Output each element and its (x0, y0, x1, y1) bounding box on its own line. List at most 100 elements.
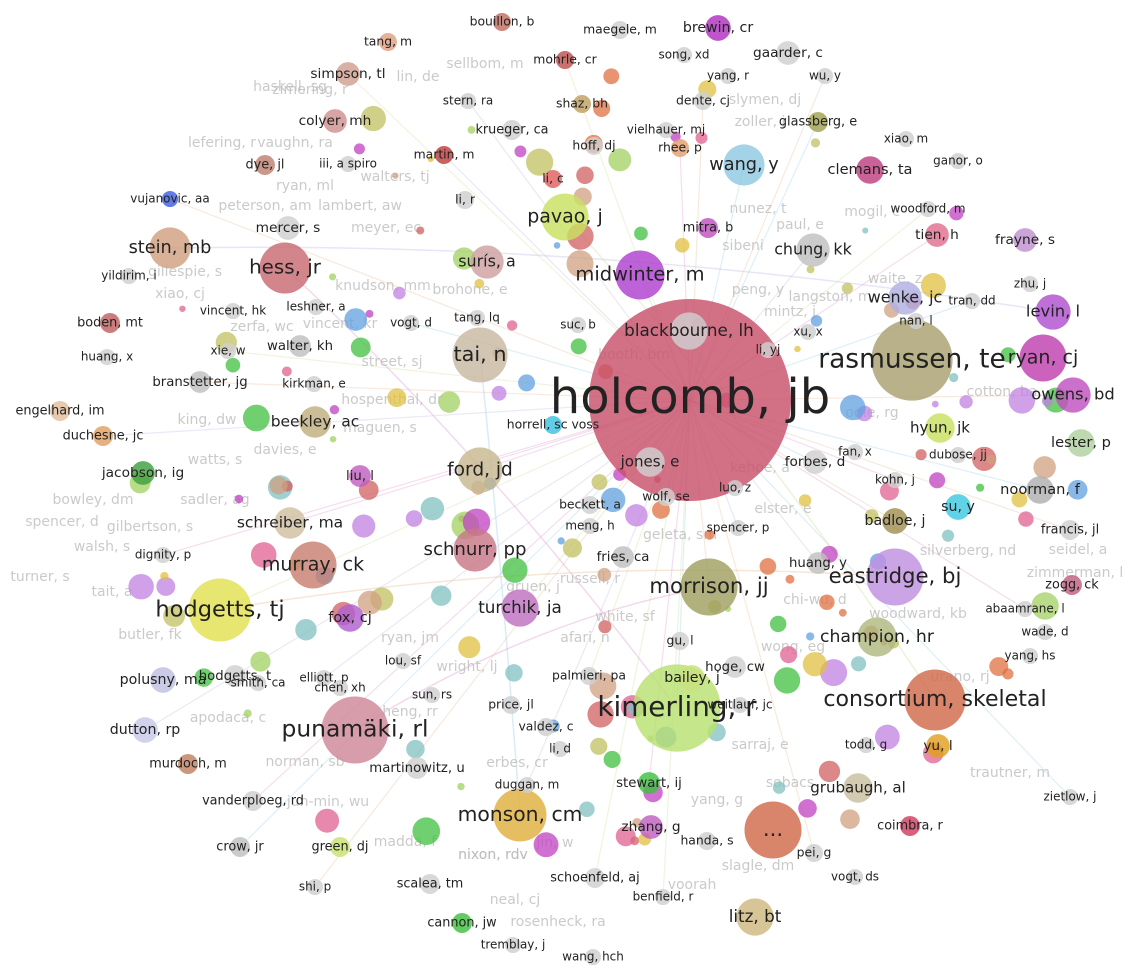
author-node[interactable] (897, 130, 915, 148)
author-node[interactable] (796, 233, 830, 267)
author-node[interactable] (406, 757, 428, 779)
author-node[interactable] (255, 155, 275, 175)
author-node[interactable] (1067, 429, 1095, 457)
author-node[interactable] (729, 519, 747, 537)
author-node[interactable] (541, 193, 589, 241)
author-node[interactable] (679, 665, 705, 691)
author-node[interactable] (846, 868, 864, 886)
author-node[interactable] (504, 936, 522, 954)
author-node[interactable] (493, 788, 547, 842)
author-node[interactable] (493, 13, 511, 31)
author-node[interactable] (919, 200, 937, 218)
author-node[interactable] (457, 447, 503, 493)
author-node[interactable] (963, 292, 981, 310)
author-node[interactable] (289, 541, 337, 589)
author-node[interactable] (276, 216, 300, 240)
author-node[interactable] (243, 791, 263, 811)
author-node[interactable] (219, 342, 237, 360)
author-node[interactable] (705, 15, 731, 41)
author-node[interactable] (581, 496, 599, 514)
author-node[interactable] (639, 815, 663, 839)
author-node[interactable] (299, 406, 331, 438)
author-node[interactable] (331, 679, 349, 697)
author-node[interactable] (925, 413, 955, 443)
author-node[interactable] (611, 21, 629, 39)
author-node[interactable] (882, 508, 908, 534)
author-node[interactable] (843, 773, 873, 803)
author-node[interactable] (188, 578, 252, 642)
author-node[interactable] (307, 298, 325, 316)
author-node[interactable] (93, 426, 113, 446)
author-node[interactable] (453, 528, 497, 572)
author-node[interactable] (585, 137, 603, 155)
author-node[interactable] (154, 546, 172, 564)
author-node[interactable] (150, 667, 176, 693)
author-node[interactable] (305, 375, 323, 393)
author-node[interactable] (744, 801, 802, 859)
author-node[interactable] (776, 41, 800, 65)
author-node[interactable] (402, 314, 420, 332)
author-node[interactable] (50, 401, 70, 421)
author-node[interactable] (537, 718, 555, 736)
author-node[interactable] (724, 656, 746, 678)
author-node[interactable] (680, 558, 738, 616)
author-node[interactable] (468, 309, 486, 327)
author-node[interactable] (584, 948, 602, 966)
author-node[interactable] (657, 121, 675, 139)
author-node[interactable] (544, 170, 562, 188)
author-node[interactable] (518, 776, 536, 794)
author-node[interactable] (1021, 275, 1039, 293)
author-node[interactable] (149, 227, 191, 269)
author-node[interactable] (573, 95, 591, 113)
author-node[interactable] (189, 371, 211, 393)
author-node[interactable] (249, 674, 267, 692)
author-node[interactable] (615, 250, 665, 300)
author-node[interactable] (349, 465, 371, 487)
author-node[interactable] (98, 348, 116, 366)
author-node[interactable] (723, 144, 765, 186)
author-node[interactable] (556, 51, 574, 69)
author-node[interactable] (379, 33, 397, 51)
author-node[interactable] (132, 717, 158, 743)
author-node[interactable] (736, 898, 774, 936)
author-node[interactable] (805, 844, 823, 862)
author-node[interactable] (580, 667, 598, 685)
author-node[interactable] (1061, 788, 1079, 806)
author-node[interactable] (907, 312, 925, 330)
author-node[interactable] (945, 494, 971, 520)
author-node[interactable] (585, 868, 605, 888)
author-node[interactable] (1026, 476, 1054, 504)
author-node[interactable] (435, 146, 453, 164)
author-node[interactable] (1036, 623, 1054, 641)
author-node[interactable] (336, 604, 364, 632)
author-node[interactable] (816, 67, 834, 85)
author-node[interactable] (321, 696, 389, 764)
author-node[interactable] (501, 589, 539, 627)
author-node[interactable] (502, 120, 522, 140)
author-node[interactable] (671, 139, 689, 157)
author-node[interactable] (289, 335, 311, 357)
author-node[interactable] (612, 546, 634, 568)
author-node[interactable] (654, 888, 672, 906)
author-node[interactable] (1060, 520, 1080, 540)
author-node[interactable] (224, 302, 242, 320)
author-node[interactable] (799, 323, 817, 341)
author-node[interactable] (638, 772, 660, 794)
author-node[interactable] (888, 281, 922, 315)
author-node[interactable] (900, 816, 920, 836)
author-node[interactable] (452, 913, 472, 933)
author-node[interactable] (886, 471, 904, 489)
author-node[interactable] (551, 740, 569, 758)
author-node[interactable] (694, 92, 712, 110)
author-node[interactable] (857, 617, 897, 657)
author-node[interactable] (670, 312, 708, 350)
author-node[interactable] (569, 316, 587, 334)
author-node[interactable] (846, 443, 864, 461)
author-node[interactable] (856, 156, 884, 184)
author-node[interactable] (423, 686, 441, 704)
author-node[interactable] (502, 696, 520, 714)
author-node[interactable] (315, 669, 333, 687)
author-node[interactable] (1013, 228, 1037, 252)
author-node[interactable] (230, 837, 250, 857)
author-node[interactable] (871, 319, 953, 401)
